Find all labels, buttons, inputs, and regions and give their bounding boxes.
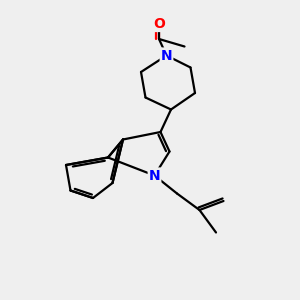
Text: N: N — [149, 169, 160, 182]
Text: N: N — [161, 49, 172, 62]
Text: O: O — [153, 17, 165, 31]
